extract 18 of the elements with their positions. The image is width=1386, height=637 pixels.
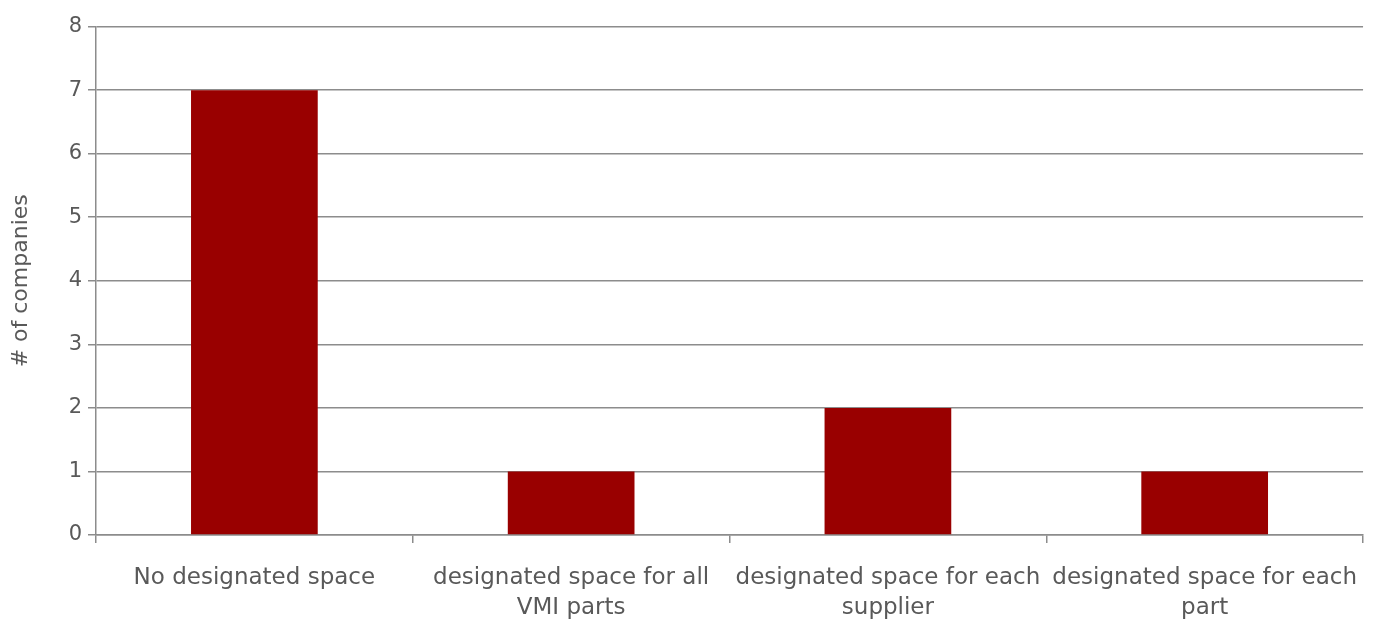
y-tick-label: 5: [68, 203, 82, 228]
x-tick-label: designated space for each part: [1052, 562, 1358, 619]
y-axis-title: # of companies: [6, 194, 32, 368]
x-tick-label: No designated space: [133, 562, 376, 589]
y-tick-label: 0: [68, 521, 82, 546]
x-tick-label: designated space for each supplier: [735, 562, 1041, 619]
y-tick-label: 3: [68, 330, 82, 355]
y-tick-label: 1: [68, 457, 82, 482]
bar: [507, 471, 635, 535]
y-tick-label: 8: [68, 13, 82, 38]
bar: [1141, 471, 1269, 535]
bar: [824, 407, 952, 535]
x-tick-label: designated space for all VMI parts: [433, 562, 710, 619]
y-tick-label: 4: [68, 267, 82, 292]
y-tick-label: 6: [68, 140, 82, 165]
bar: [191, 90, 318, 535]
y-tick-label: 7: [68, 76, 82, 101]
y-tick-label: 2: [68, 394, 82, 419]
